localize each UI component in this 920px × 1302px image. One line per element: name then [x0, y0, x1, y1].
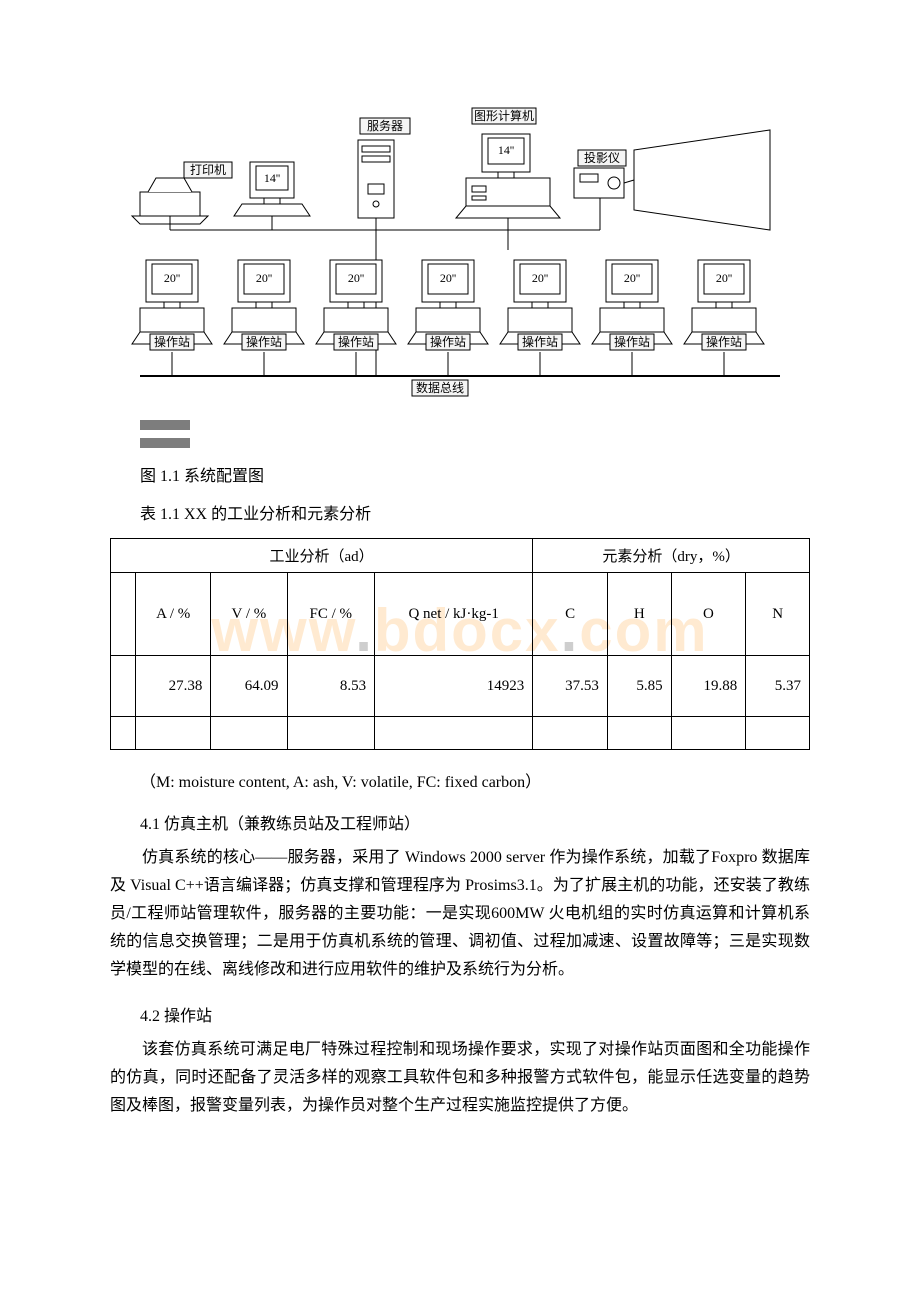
svg-text:20'': 20''	[532, 271, 548, 285]
col-v: V / %	[211, 573, 287, 656]
col-a: A / %	[136, 573, 211, 656]
cell-0-1: 27.38	[136, 656, 211, 717]
cell-0-7: 19.88	[671, 656, 746, 717]
col-qnet: Q net / kJ·kg-1	[375, 573, 533, 656]
col-blank	[111, 573, 136, 656]
svg-text:20'': 20''	[348, 271, 364, 285]
cell-0-4: 14923	[375, 656, 533, 717]
section-4-1-title: 4.1 仿真主机（兼教练员站及工程师站）	[140, 810, 780, 834]
cell-0-5: 37.53	[533, 656, 608, 717]
cell-0-6: 5.85	[607, 656, 671, 717]
svg-text:操作站: 操作站	[614, 334, 650, 349]
svg-text:14'': 14''	[498, 143, 514, 157]
label-printer: 打印机	[190, 163, 226, 177]
svg-text:操作站: 操作站	[430, 334, 466, 349]
svg-text:20'': 20''	[716, 271, 732, 285]
col-n: N	[746, 573, 810, 656]
label-bus: 数据总线	[416, 380, 464, 395]
svg-text:20'': 20''	[164, 271, 180, 285]
figure-caption: 图 1.1 系统配置图	[140, 462, 810, 486]
svg-text:操作站: 操作站	[706, 334, 742, 349]
table-note: （M: moisture content, A: ash, V: volatil…	[140, 768, 780, 792]
col-fc: FC / %	[287, 573, 375, 656]
cell-0-2: 64.09	[211, 656, 287, 717]
label-projector: 投影仪	[584, 150, 620, 165]
col-o: O	[671, 573, 746, 656]
section-4-2-title: 4.2 操作站	[140, 1002, 780, 1026]
section-4-2-body: 该套仿真系统可满足电厂特殊过程控制和现场操作要求，实现了对操作站页面图和全功能操…	[110, 1036, 810, 1120]
col-c: C	[533, 573, 608, 656]
table-caption: 表 1.1 XX 的工业分析和元素分析	[140, 500, 810, 524]
svg-text:14'': 14''	[264, 171, 280, 185]
cell-0-3: 8.53	[287, 656, 375, 717]
svg-text:操作站: 操作站	[154, 334, 190, 349]
section-4-1-body: 仿真系统的核心——服务器，采用了 Windows 2000 server 作为操…	[110, 844, 810, 984]
cell-0-0	[111, 656, 136, 717]
label-server: 服务器	[367, 118, 403, 133]
label-graphics-pc: 图形计算机	[474, 108, 534, 123]
svg-text:操作站: 操作站	[522, 334, 558, 349]
svg-text:20'': 20''	[256, 271, 272, 285]
redacted-blocks	[140, 420, 810, 448]
svg-text:20'': 20''	[624, 271, 640, 285]
cell-0-8: 5.37	[746, 656, 810, 717]
analysis-table: 工业分析（ad） 元素分析（dry，%） A / % V / % FC / % …	[110, 538, 810, 750]
svg-text:操作站: 操作站	[246, 334, 282, 349]
col-h: H	[607, 573, 671, 656]
group-header-elemental: 元素分析（dry，%）	[533, 539, 810, 573]
svg-text:20'': 20''	[440, 271, 456, 285]
svg-text:操作站: 操作站	[338, 334, 374, 349]
system-config-diagram: 服务器 图形计算机 打印机 投影仪 14''	[110, 100, 810, 400]
group-header-industrial: 工业分析（ad）	[111, 539, 533, 573]
